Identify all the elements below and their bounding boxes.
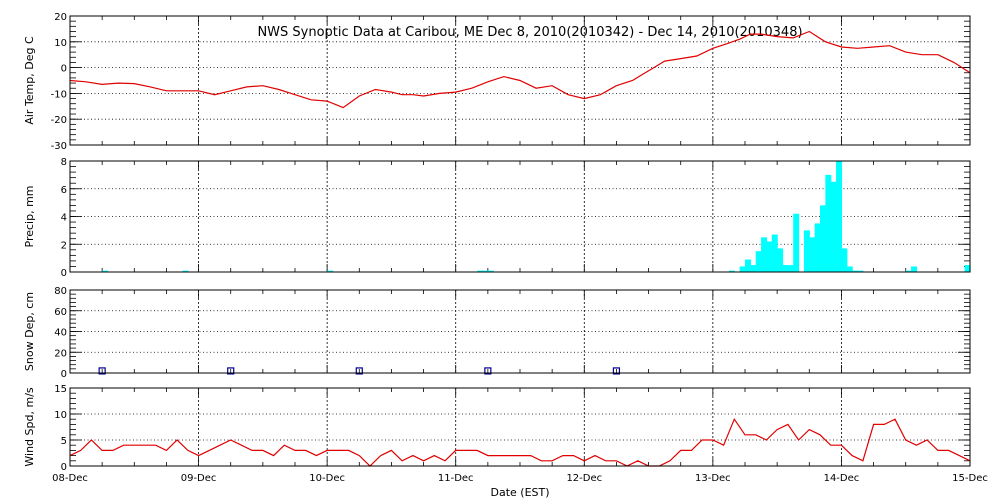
y-tick-label: 5 [61,436,67,447]
y-tick-label: 2 [61,240,67,251]
panel-3: 0 20 40 60 80 Snow Dep, cm [23,286,971,380]
y-tick-label: 20 [54,348,67,359]
panel-4: 0 5 10 15 Wind Spd, m/s [23,384,971,473]
panels: -30 -20 -10 0 10 20 Air Temp, Deg C 0 2 4 6 8 Precip… [23,12,971,473]
precip-bar [825,174,832,272]
y-tick-label: 0 [61,268,67,279]
precip-bar [841,248,848,272]
snow-depth-point [355,367,363,375]
precip-bar [814,223,821,272]
precip-bar [755,251,762,272]
panel-frame [69,15,971,146]
precip-bar [964,265,971,272]
precip-bar [102,270,109,272]
precip-bar [182,270,189,272]
y-tick-label: -20 [51,115,67,126]
y-tick-label: 80 [54,286,67,297]
y-tick-label: -30 [51,141,67,152]
precip-bar [761,237,768,272]
precip-bar [777,248,784,272]
x-tick-label: 13-Dec [695,473,731,484]
precip-bar [782,265,789,272]
precip-bar [766,241,773,272]
precip-bar [846,266,853,272]
chart-title: NWS Synoptic Data at Caribou, ME Dec 8, … [257,25,802,40]
y-tick-label: 10 [54,410,67,421]
x-tick-label: 10-Dec [309,473,345,484]
x-tick-label: 12-Dec [566,473,602,484]
precip-bar [905,270,912,272]
y-tick-label: 4 [61,213,67,224]
y-tick-label: 40 [54,328,67,339]
snow-depth-point [484,367,492,375]
precip-bar [739,266,746,272]
y-axis-label: Precip, mm [23,186,36,248]
y-axis-label: Air Temp, Deg C [23,36,36,125]
precip-bar [852,270,859,272]
panel-frame [69,289,971,374]
y-axis-label: Snow Dep, cm [23,292,36,371]
precip-bar [771,234,778,272]
y-axis-label: Wind Spd, m/s [23,387,36,467]
wind-speed-line [69,417,971,467]
x-tick-label: 08-Dec [52,473,88,484]
precip-bar [820,205,826,272]
y-tick-label: 15 [54,384,67,395]
snow-depth-point [98,367,106,375]
precip-bar [857,270,864,272]
x-tick-label: 09-Dec [181,473,217,484]
precip-bar [745,259,751,272]
y-tick-label: 20 [54,12,67,23]
precip-bar [477,270,484,272]
precip-bar [787,265,794,272]
precip-bar [793,213,800,272]
panel-frame [69,387,971,467]
y-tick-label: 0 [61,369,67,380]
precip-bar [482,270,489,272]
y-tick-label: 8 [61,157,67,168]
snow-depth-point [612,367,621,375]
precip-bar [911,266,918,272]
precip-bar [803,230,810,272]
snow-depth-point [227,367,235,375]
x-tick-label: 14-Dec [824,473,860,484]
y-tick-label: 0 [61,64,67,75]
y-tick-label: -10 [51,89,67,100]
x-axis-label: Date (EST) [490,486,549,499]
precip-bar [327,270,334,272]
y-tick-label: 6 [61,185,67,196]
x-tick-labels: 08-Dec 09-Dec 10-Dec 11-Dec 12-Dec 13-Dec 14-D… [52,473,988,484]
panel-1: -30 -20 -10 0 10 20 Air Temp, Deg C [23,12,971,152]
y-tick-label: 60 [54,307,67,318]
panel-2: 0 2 4 6 8 Precip, mm [23,157,971,279]
panel-frame [69,160,971,273]
precip-bar [728,270,735,272]
x-tick-label: 11-Dec [438,473,474,484]
y-tick-label: 10 [54,38,67,49]
precip-bar [809,237,816,272]
precip-bar [830,181,837,272]
air-temp-line [69,30,971,109]
x-tick-label: 15-Dec [952,473,988,484]
precip-bar [487,270,494,272]
precip-bar [836,161,843,272]
y-tick-label: 0 [61,462,67,473]
precip-bar [750,265,757,272]
